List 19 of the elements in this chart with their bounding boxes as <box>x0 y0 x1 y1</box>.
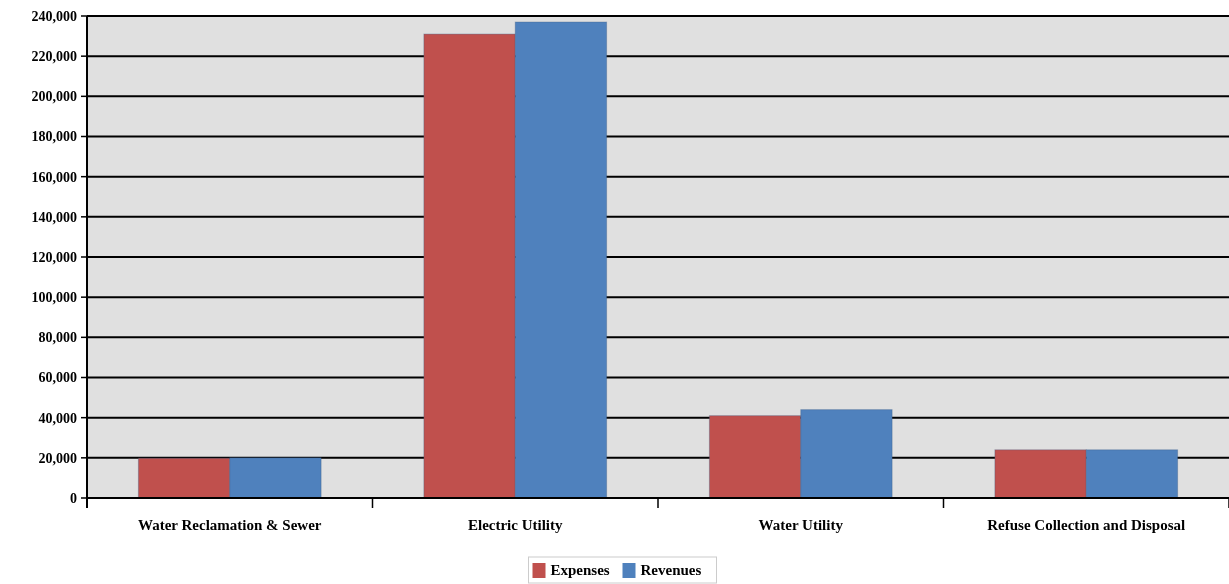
y-tick-label: 20,000 <box>38 450 77 466</box>
x-tick-label: Water Utility <box>758 517 844 533</box>
y-tick-label: 40,000 <box>38 410 77 426</box>
y-tick-label: 160,000 <box>31 169 77 185</box>
y-tick-label: 120,000 <box>31 249 77 265</box>
x-tick-label: Water Reclamation & Sewer <box>138 517 322 533</box>
x-tick-label: Refuse Collection and Disposal <box>987 517 1186 533</box>
y-tick-label: 240,000 <box>31 8 77 24</box>
legend-label: Revenues <box>640 562 702 579</box>
y-tick-label: 80,000 <box>38 330 77 346</box>
y-tick-label: 100,000 <box>31 290 77 306</box>
y-tick-label: 60,000 <box>38 370 77 386</box>
y-tick-label: 180,000 <box>31 129 77 145</box>
y-tick-label: 0 <box>70 490 77 506</box>
x-tick-label: Electric Utility <box>467 517 564 533</box>
y-tick-label: 140,000 <box>31 209 77 225</box>
y-tick-label: 200,000 <box>31 89 77 105</box>
legend-label: Expenses <box>550 562 610 579</box>
y-tick-label: 220,000 <box>31 49 77 65</box>
